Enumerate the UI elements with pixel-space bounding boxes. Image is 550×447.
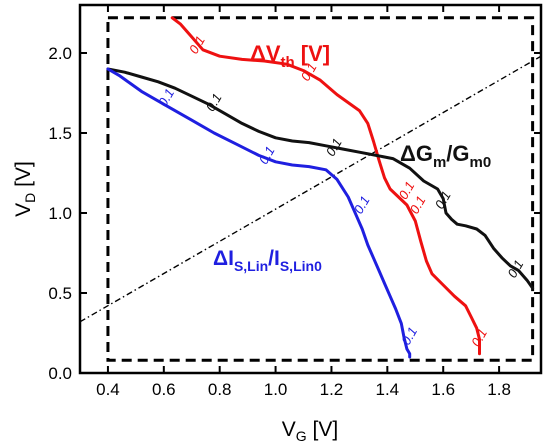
dashed-region-box	[106, 16, 535, 362]
y-tick-label: 0.0	[48, 364, 72, 383]
contour-label-dvth: 0.1	[186, 33, 208, 56]
dgm-sub2: m0	[470, 154, 492, 171]
x-tick-label: 0.8	[208, 380, 232, 399]
dvth-unit: [V]	[295, 41, 330, 66]
x-axis-label-sub: G	[296, 428, 307, 444]
dis-sub1: S,Lin	[234, 258, 268, 274]
series-annotation-dgm: ΔGm/Gm0	[400, 141, 491, 171]
dvth-main: ΔV	[250, 41, 281, 66]
x-tick-label: 1.2	[320, 380, 344, 399]
dis-sub2: S,Lin0	[280, 258, 322, 274]
series-annotation-dis: ΔIS,Lin/IS,Lin0	[213, 247, 322, 274]
x-tick-label: 0.4	[96, 380, 120, 399]
plot-area	[78, 3, 543, 375]
y-tick-label: 1.0	[48, 204, 72, 223]
axes-frame	[78, 3, 543, 375]
y-tick-label: 0.5	[48, 284, 72, 303]
y-axis-label-sub: D	[22, 193, 38, 203]
dis-main: ΔI	[213, 247, 234, 270]
series-layer: 0.10.10.10.10.10.10.10.10.10.10.10.10.1	[106, 16, 535, 359]
dgm-sub1: m	[433, 154, 446, 171]
x-axis-label-main: V	[282, 418, 296, 441]
series-annotation-dvth: ΔVth [V]	[250, 41, 330, 71]
x-tick-label: 1.6	[431, 380, 455, 399]
dgm-main: ΔG	[400, 141, 433, 166]
x-tick-label: 1.0	[264, 380, 288, 399]
contour-label-dgm: 0.1	[432, 188, 454, 211]
contour-label-dis: 0.1	[256, 144, 278, 167]
series-line-dgm	[106, 67, 535, 290]
y-tick-label: 1.5	[48, 124, 72, 143]
dvth-sub: th	[281, 54, 295, 71]
series-line-dis	[106, 67, 412, 359]
contour-label-dvth: 0.1	[468, 326, 490, 349]
contour-label-dis: 0.1	[155, 86, 177, 109]
ticks-layer: 0.4 0.6 0.8 1.0 1.2 1.4 1.6 1.8 0.0 0.5 1.0 1.5 2.0	[48, 5, 541, 399]
dgm-mid: /G	[446, 141, 469, 166]
x-tick-label: 1.4	[376, 380, 400, 399]
diagonal-reference-line	[80, 55, 541, 323]
x-tick-label: 1.8	[487, 380, 511, 399]
y-axis-label: VD [V]	[12, 161, 38, 217]
series-line-dvth	[170, 16, 481, 356]
x-axis-label-unit: [V]	[307, 418, 339, 441]
x-axis-label: VG [V]	[282, 418, 338, 444]
x-tick-label: 0.6	[152, 380, 176, 399]
y-axis-label-unit: [V]	[12, 161, 35, 193]
y-axis-label-main: V	[12, 203, 35, 217]
y-tick-label: 2.0	[48, 44, 72, 63]
dis-mid: /I	[268, 247, 280, 270]
contour-label-dgm: 0.1	[323, 136, 345, 159]
